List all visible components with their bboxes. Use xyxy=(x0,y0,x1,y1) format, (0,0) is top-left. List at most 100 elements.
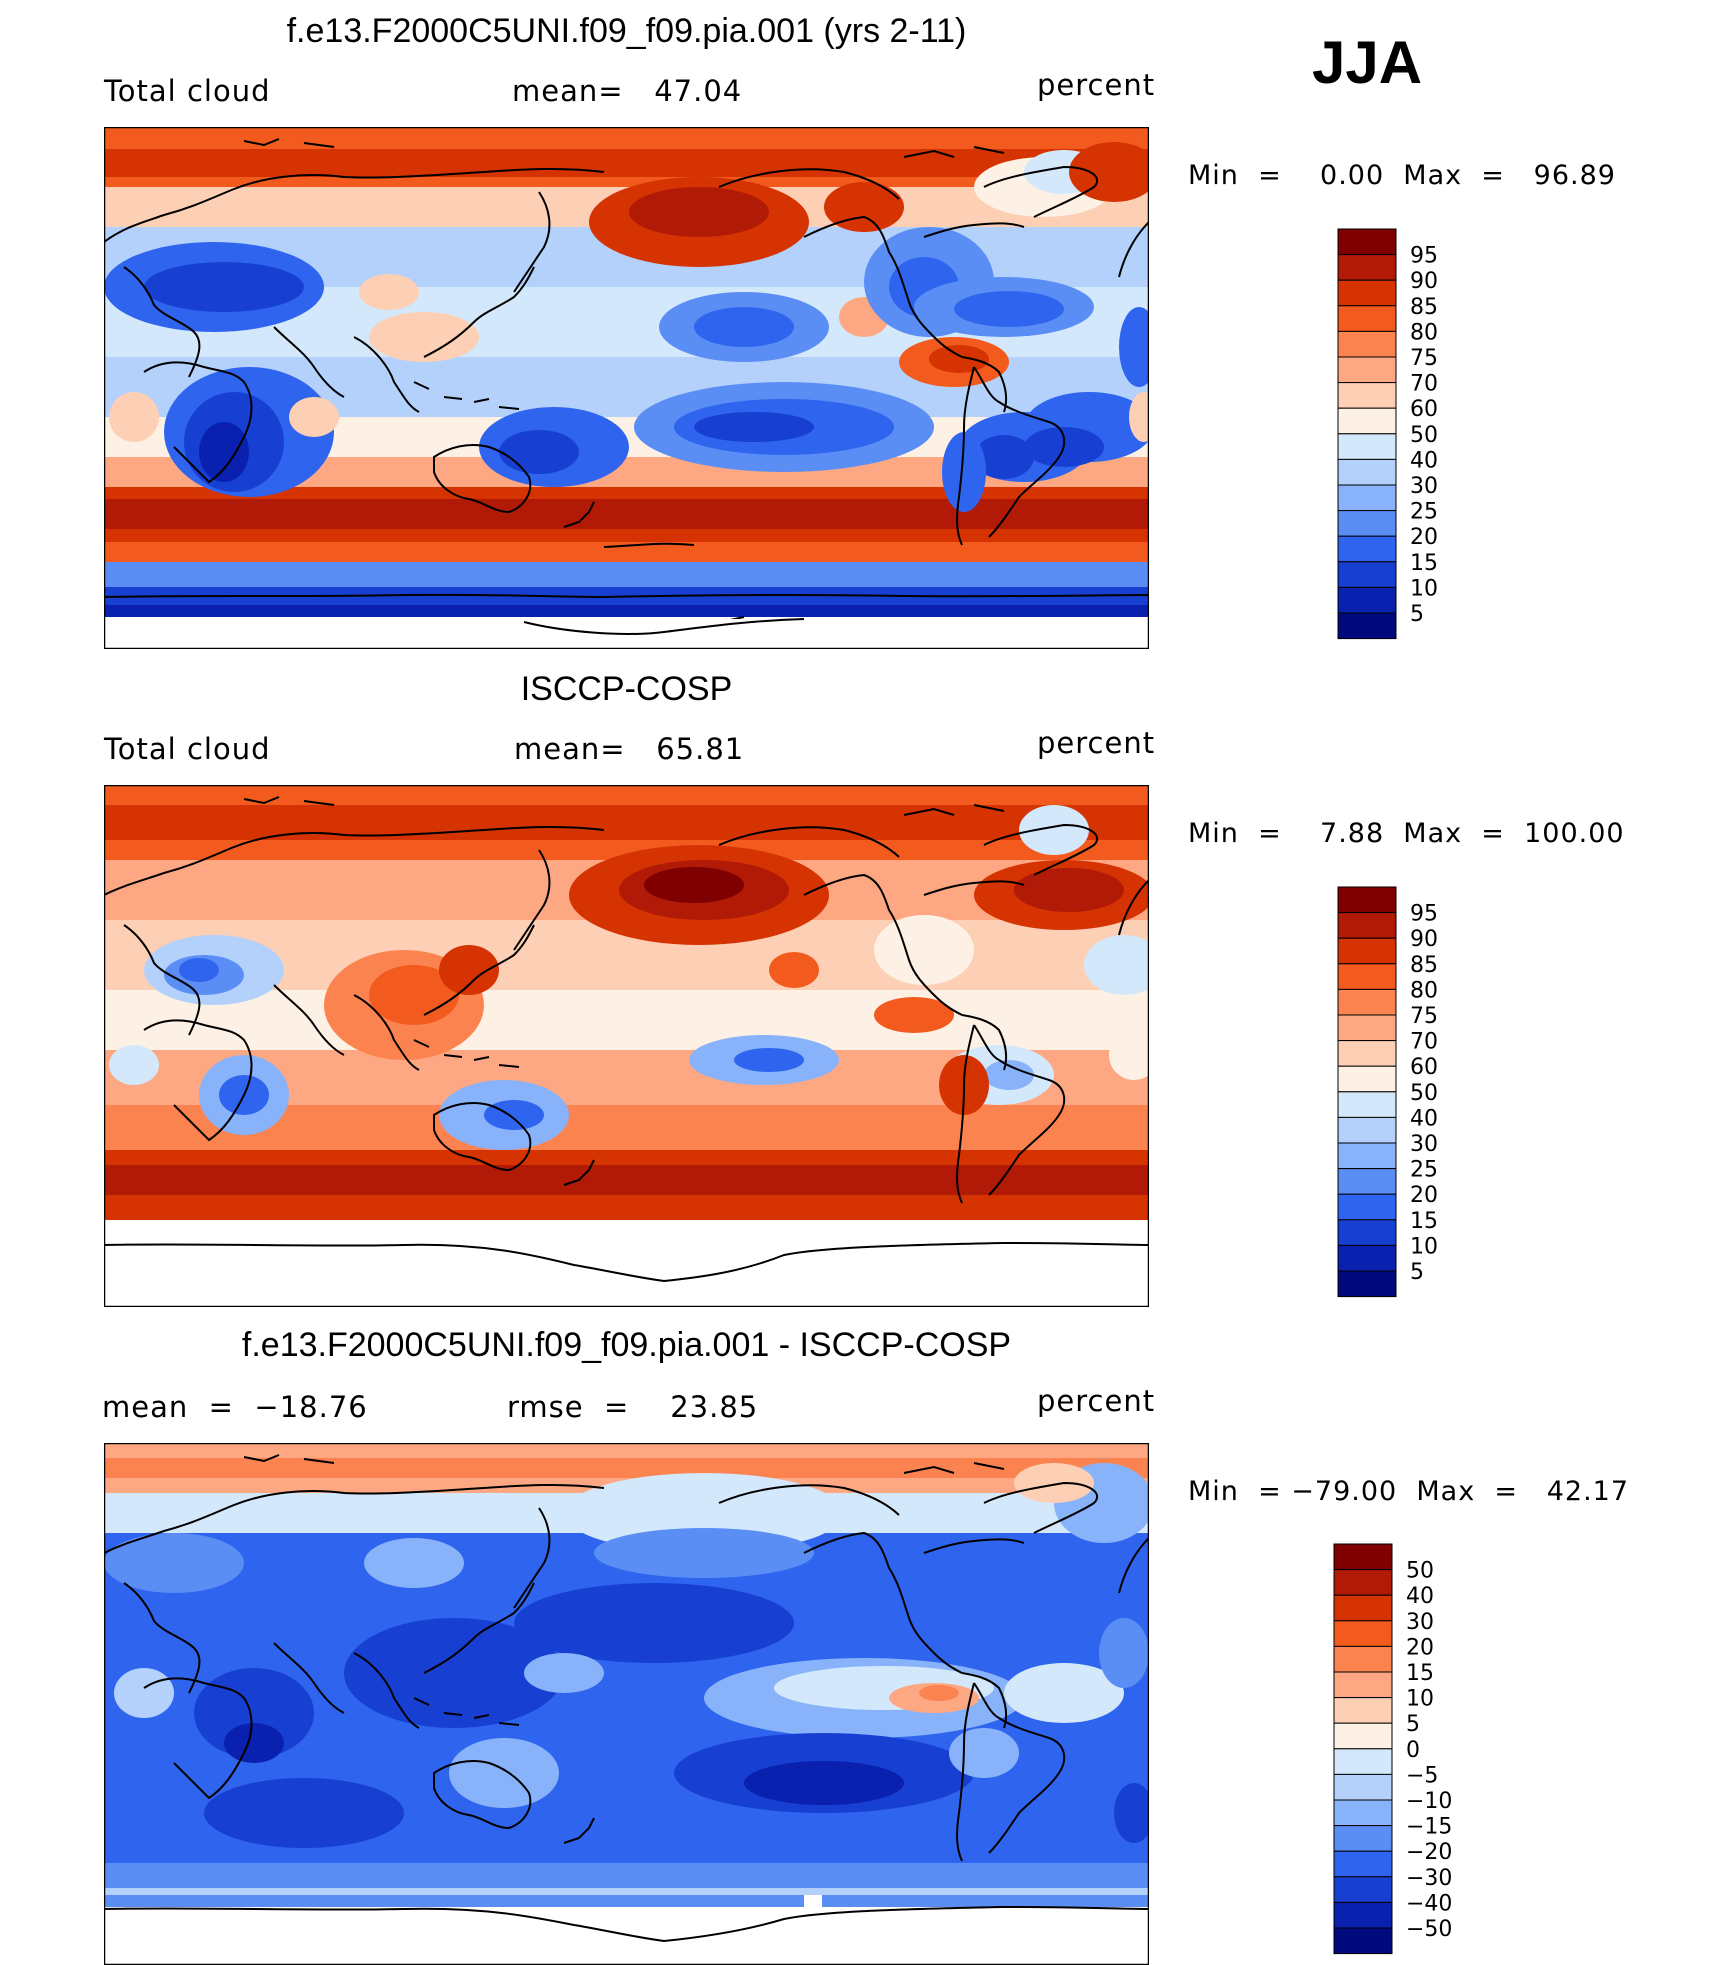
colorbar-segment xyxy=(1337,458,1397,486)
colorbar-tick-label: 85 xyxy=(1410,295,1438,320)
colorbar-segment xyxy=(1337,279,1397,307)
colorbar-segment xyxy=(1337,356,1397,384)
panel3-title: f.e13.F2000C5UNI.f09_f09.pia.001 - ISCCP… xyxy=(241,1326,1012,1364)
colorbar-segment xyxy=(1333,1645,1393,1673)
colorbar-tick-label: 40 xyxy=(1410,1106,1438,1131)
colorbar-tick-label: 0 xyxy=(1406,1738,1420,1763)
colorbar-tick-label: 25 xyxy=(1410,500,1438,525)
colorbar-segment xyxy=(1333,1594,1393,1622)
colorbar-tick-label: 75 xyxy=(1410,346,1438,371)
panel3-map xyxy=(104,1443,1149,1965)
panel1-title: f.e13.F2000C5UNI.f09_f09.pia.001 (yrs 2-… xyxy=(286,12,967,50)
colorbar-tick-label: 60 xyxy=(1410,1055,1438,1080)
colorbar-tick-label: −40 xyxy=(1406,1891,1452,1916)
panel1-colorbar: 95 90 85 80 75 70 60 50 40 30 25 20 15 10 5 xyxy=(1337,228,1457,644)
colorbar-tick-label: 30 xyxy=(1410,1132,1438,1157)
colorbar-segment xyxy=(1333,1697,1393,1724)
colorbar-tick-label: 10 xyxy=(1406,1687,1434,1712)
colorbar-tick-label: 70 xyxy=(1410,372,1438,397)
colorbar-tick-label: 50 xyxy=(1406,1559,1434,1584)
colorbar-segment xyxy=(1337,963,1397,990)
colorbar-tick-label: 20 xyxy=(1410,525,1438,550)
panel1-map-svg xyxy=(104,127,1149,649)
colorbar-segment xyxy=(1337,1142,1397,1170)
colorbar-segment xyxy=(1337,1193,1397,1221)
colorbar-segment xyxy=(1337,382,1397,409)
colorbar-tick-label: 30 xyxy=(1410,474,1438,499)
panel2-colorbar: 95 90 85 80 75 70 60 50 40 30 25 20 15 10 5 xyxy=(1337,886,1457,1302)
colorbar-segment xyxy=(1333,1748,1393,1775)
colorbar-tick-label: 10 xyxy=(1410,576,1438,601)
colorbar-segment xyxy=(1333,1569,1393,1596)
panel3-rmse-label: rmse = 23.85 xyxy=(507,1390,759,1424)
colorbar-segment xyxy=(1337,912,1397,939)
colorbar-segment xyxy=(1337,988,1397,1016)
colorbar-tick-label: 80 xyxy=(1410,978,1438,1003)
colorbar-segment xyxy=(1337,305,1397,332)
colorbar-tick-label: 75 xyxy=(1410,1004,1438,1029)
colorbar-segment xyxy=(1333,1543,1393,1571)
colorbar-tick-label: −50 xyxy=(1406,1917,1452,1942)
colorbar-segment xyxy=(1337,407,1397,435)
colorbar-tick-label: 40 xyxy=(1406,1584,1434,1609)
panel2-map xyxy=(104,785,1149,1307)
colorbar-tick-label: 5 xyxy=(1406,1712,1420,1737)
colorbar-segment xyxy=(1333,1671,1393,1699)
colorbar-segment xyxy=(1337,886,1397,914)
panel3-colorbar: 50 40 30 20 15 10 5 0 −5 −10 −15 −20 −30 −40 −50 xyxy=(1333,1543,1463,1959)
colorbar-segment xyxy=(1333,1773,1393,1801)
colorbar-tick-label: 90 xyxy=(1410,269,1438,294)
colorbar-segment xyxy=(1337,254,1397,281)
colorbar-segment xyxy=(1333,1620,1393,1647)
panel3-map-svg xyxy=(104,1443,1149,1965)
colorbar-segment xyxy=(1333,1901,1393,1929)
colorbar-tick-label: 95 xyxy=(1410,902,1438,927)
panel2-mean-label: mean= 65.81 xyxy=(514,732,745,766)
colorbar-segment xyxy=(1337,535,1397,563)
colorbar-segment xyxy=(1337,1219,1397,1246)
colorbar-segment xyxy=(1333,1799,1393,1827)
panel3-mean-label: mean = −18.76 xyxy=(102,1390,368,1424)
colorbar-tick-label: 70 xyxy=(1410,1030,1438,1055)
colorbar-tick-label: 50 xyxy=(1410,423,1438,448)
colorbar-tick-label: −10 xyxy=(1406,1789,1452,1814)
panel3-units-label: percent xyxy=(1037,1384,1156,1418)
panel1-minmax: Min = 0.00 Max = 96.89 xyxy=(1188,160,1616,191)
colorbar-segment xyxy=(1337,561,1397,588)
colorbar-segment xyxy=(1333,1850,1393,1878)
panel2-units-label: percent xyxy=(1037,726,1156,760)
panel1-units-label: percent xyxy=(1037,68,1156,102)
colorbar-segment xyxy=(1333,1825,1393,1852)
colorbar-tick-label: 10 xyxy=(1410,1234,1438,1259)
colorbar-tick-label: 25 xyxy=(1410,1158,1438,1183)
panel1-mean-label: mean= 47.04 xyxy=(512,74,743,108)
colorbar-segment xyxy=(1337,1014,1397,1042)
colorbar-tick-label: 60 xyxy=(1410,397,1438,422)
colorbar-segment xyxy=(1337,510,1397,537)
colorbar-tick-label: 20 xyxy=(1410,1183,1438,1208)
panel2-map-svg xyxy=(104,785,1149,1307)
colorbar-segment xyxy=(1333,1722,1393,1750)
colorbar-tick-label: 90 xyxy=(1410,927,1438,952)
season-label: JJA xyxy=(1312,29,1423,96)
colorbar-tick-label: 85 xyxy=(1410,953,1438,978)
colorbar-tick-label: 15 xyxy=(1406,1661,1434,1686)
colorbar-segment xyxy=(1337,1116,1397,1144)
colorbar-segment xyxy=(1337,484,1397,512)
colorbar-tick-label: 5 xyxy=(1410,602,1424,627)
colorbar-segment xyxy=(1337,1168,1397,1195)
colorbar-tick-label: 15 xyxy=(1410,1209,1438,1234)
panel2-title: ISCCP-COSP xyxy=(520,670,733,708)
colorbar-segment xyxy=(1333,1876,1393,1903)
colorbar-segment xyxy=(1337,1065,1397,1093)
colorbar-segment xyxy=(1337,1040,1397,1067)
panel2-minmax: Min = 7.88 Max = 100.00 xyxy=(1188,818,1625,849)
panel2-variable-label: Total cloud xyxy=(104,732,271,766)
colorbar-tick-label: 15 xyxy=(1410,551,1438,576)
colorbar-segment xyxy=(1337,1244,1397,1272)
colorbar-segment xyxy=(1337,586,1397,614)
colorbar-tick-label: 80 xyxy=(1410,320,1438,345)
